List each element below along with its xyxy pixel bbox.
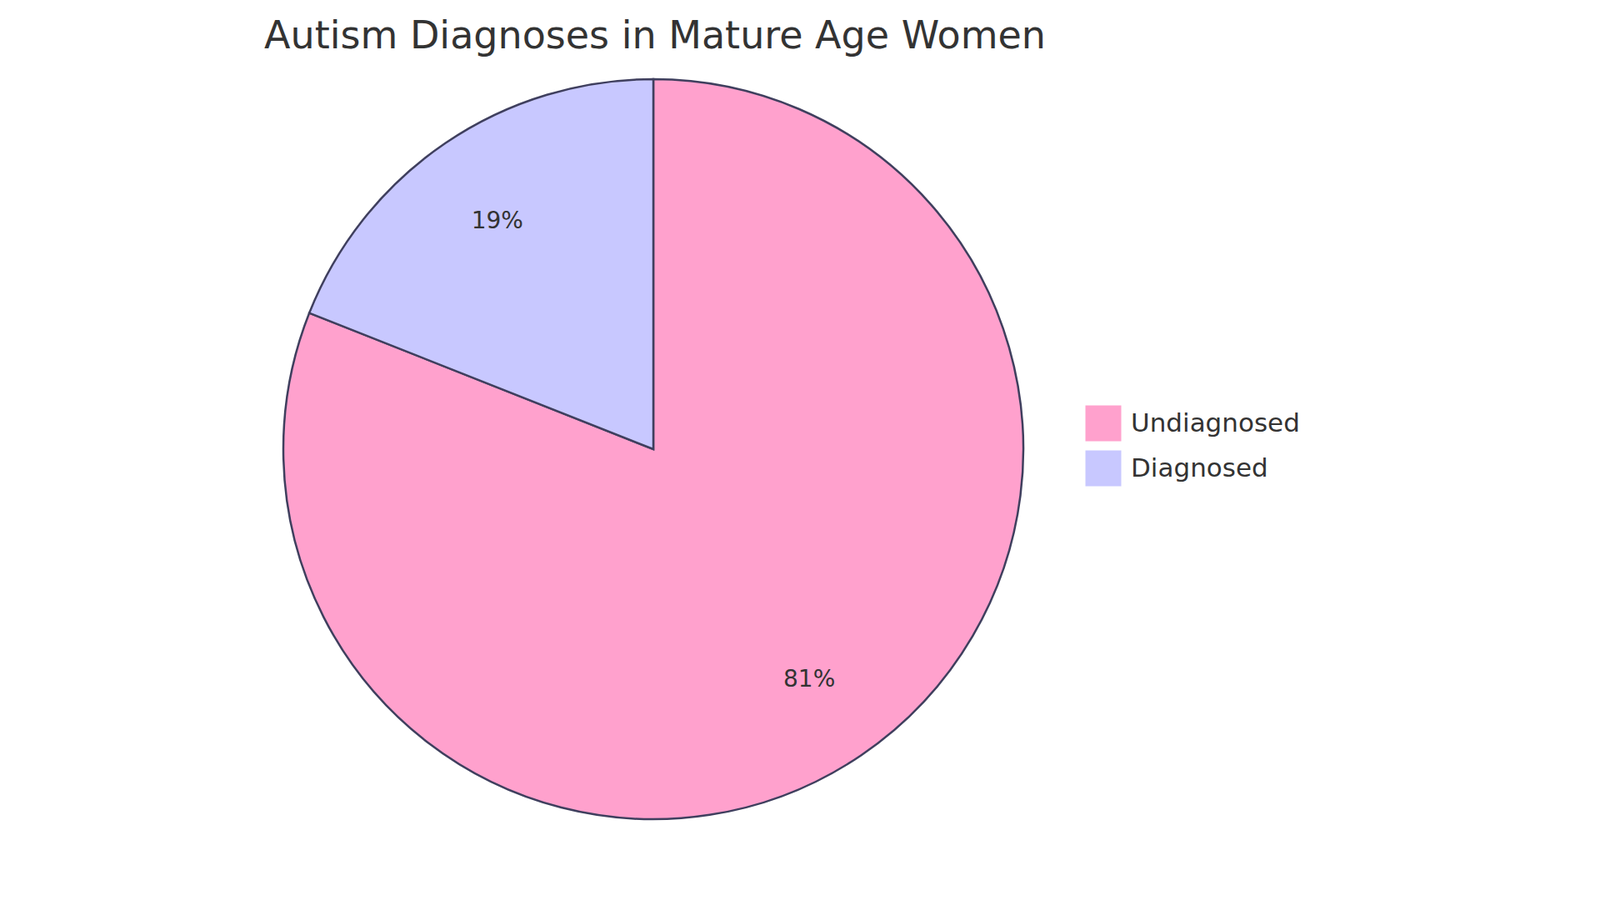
legend-swatch (1085, 405, 1122, 442)
legend-swatch (1085, 450, 1122, 487)
slice (309, 79, 654, 450)
legend: Undiagnosed Diagnosed (1085, 405, 1300, 487)
data-label: 19% (471, 206, 524, 235)
chart-root: Autism Diagnoses in Mature Age Women 81% 1… (0, 0, 1600, 900)
chart: Autism Diagnoses in Mature Age Women 81% 1… (0, 0, 1600, 900)
title: Autism Diagnoses in Mature Age Women (264, 12, 1046, 58)
legend-label: Undiagnosed (1130, 407, 1300, 438)
data-label: 81% (783, 665, 835, 693)
legend-label: Diagnosed (1130, 452, 1269, 483)
slice (283, 79, 1024, 820)
slices (283, 79, 1024, 820)
